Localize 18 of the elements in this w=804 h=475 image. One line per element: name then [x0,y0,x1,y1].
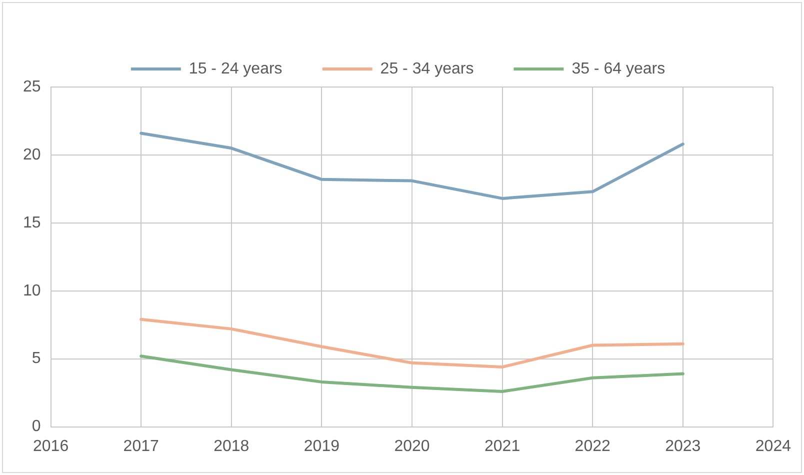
legend-label: 25 - 34 years [380,60,474,78]
x-tick-label: 2016 [33,438,69,455]
legend-label: 15 - 24 years [188,60,282,78]
x-tick-label: 2022 [574,438,610,455]
legend-label: 35 - 64 years [572,60,666,78]
y-tick-label: 5 [32,350,41,368]
y-tick-label: 15 [23,214,41,232]
x-tick-label: 2021 [484,438,520,455]
x-tick-label: 2024 [755,438,792,455]
y-tick-label: 10 [23,282,41,300]
y-tick-label: 0 [32,418,41,436]
x-tick-label: 2020 [394,438,430,455]
x-tick-label: 2018 [214,438,250,455]
y-tick-label: 20 [23,146,41,164]
y-tick-label: 25 [23,78,41,96]
x-tick-label: 2019 [304,438,340,455]
x-tick-label: 2017 [123,438,159,455]
x-tick-label: 2023 [665,438,701,455]
